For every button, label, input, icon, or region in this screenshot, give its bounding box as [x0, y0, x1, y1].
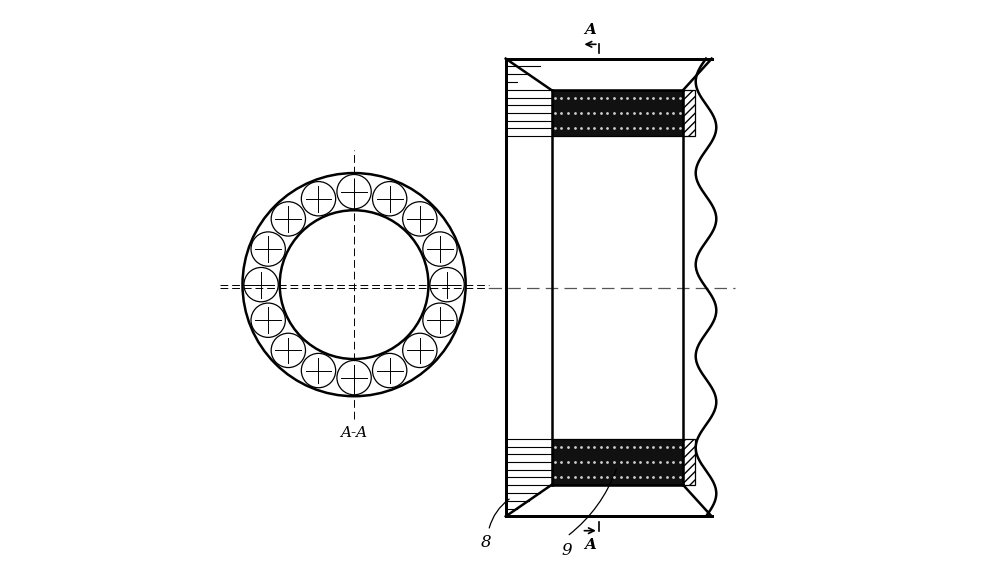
- Text: 9: 9: [562, 542, 572, 559]
- Text: A: A: [584, 538, 596, 552]
- Bar: [552, 439, 683, 485]
- Bar: [683, 439, 695, 485]
- Text: A-A: A-A: [341, 427, 368, 440]
- Text: 8: 8: [480, 534, 491, 551]
- Bar: [552, 90, 683, 136]
- Bar: [683, 90, 695, 136]
- Text: A: A: [584, 23, 596, 37]
